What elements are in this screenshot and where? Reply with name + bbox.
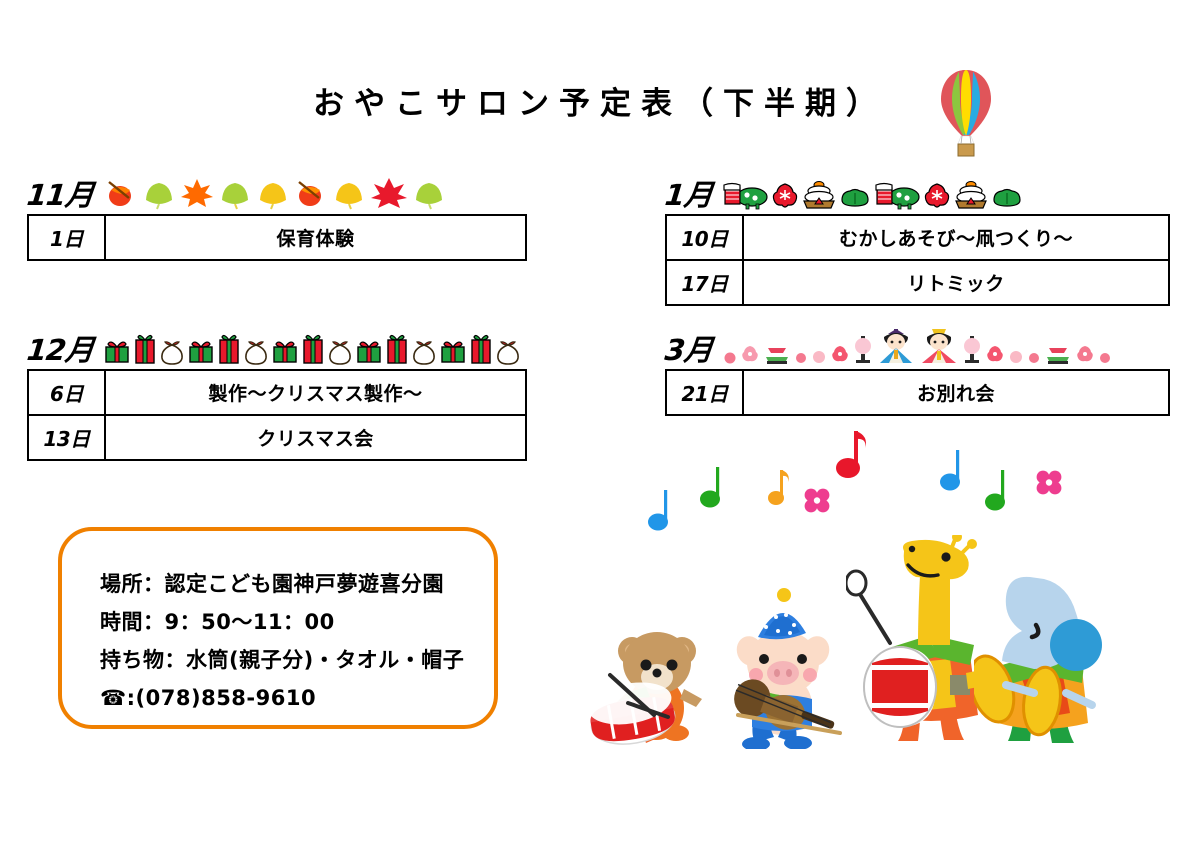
pig-with-violin [734,588,842,749]
christmas-gifts-decoration [103,329,521,365]
bear-with-snare-drum [588,632,702,745]
info-phone: ☎:(078)858-9610 [100,686,317,710]
green-note [700,467,720,508]
month-header-january: 1月 [663,168,1170,212]
info-time: 時間：9：50～11：00 [100,610,335,634]
pink-flower-icon [804,488,830,513]
elephant-with-cymbals [974,576,1102,743]
month-block-march: 3月 21日 お別 [663,323,1170,416]
row-event: リトミック [742,259,1170,306]
row-date: 13日 [27,414,106,461]
table-row: 6日 製作～クリスマス製作～ [27,369,527,416]
hinamatsuri-decoration [722,329,1113,365]
info-bring: 持ち物：水筒(親子分)・タオル・帽子 [100,648,465,672]
hot-air-balloon-icon [941,70,991,157]
table-row: 17日 リトミック [665,259,1170,306]
month-header-november: 11月 [25,168,527,212]
green-note [985,470,1005,511]
schedule-table-november: 1日 保育体験 [27,214,527,261]
row-date: 6日 [27,369,106,416]
pink-flower-icon [1036,470,1062,495]
month-label: 1月 [663,178,714,212]
month-block-november: 11月 1日 保育体験 [25,168,527,261]
row-date: 1日 [27,214,106,261]
month-header-march: 3月 [663,323,1170,367]
table-row: 21日 お別れ会 [665,369,1170,416]
row-date: 21日 [665,369,744,416]
table-row: 10日 むかしあそび～凧つくり～ [665,214,1170,261]
schedule-table-march: 21日 お別れ会 [665,369,1170,416]
info-place: 場所：認定こども園神戸夢遊喜分園 [100,572,444,596]
month-label: 3月 [663,333,714,367]
row-event: 保育体験 [104,214,527,261]
row-event: クリスマス会 [104,414,527,461]
new-year-decoration [722,174,1024,210]
schedule-table-january: 10日 むかしあそび～凧つくり～ 17日 リトミック [665,214,1170,306]
orange-note [768,470,789,505]
giraffe-with-bass-drum [846,535,988,741]
table-row: 13日 クリスマス会 [27,414,527,461]
blue-note [648,490,668,531]
row-date: 10日 [665,214,744,261]
month-block-december: 12月 6日 製作～クリスマス製作～ [25,323,527,461]
month-header-december: 12月 [25,323,527,367]
row-date: 17日 [665,259,744,306]
month-label: 12月 [25,333,96,367]
row-event: お別れ会 [742,369,1170,416]
animal-marching-band [588,535,1102,780]
month-block-january: 1月 10日 むかしあそび～凧つくり～ 17日 リトミック [663,168,1170,306]
month-label: 11月 [25,178,96,212]
schedule-table-december: 6日 製作～クリスマス製作～ 13日 クリスマス会 [27,369,527,461]
table-row: 1日 保育体験 [27,214,527,261]
autumn-leaves-decoration [103,174,447,210]
page-title: おやこサロン予定表（下半期） [313,86,887,122]
row-event: 製作～クリスマス製作～ [104,369,527,416]
row-event: むかしあそび～凧つくり～ [742,214,1170,261]
blue-note [940,450,960,491]
info-text: 場所：認定こども園神戸夢遊喜分園 時間：9：50～11：00 持ち物：水筒(親子… [100,565,464,717]
red-note [836,431,866,478]
info-box [58,527,498,729]
